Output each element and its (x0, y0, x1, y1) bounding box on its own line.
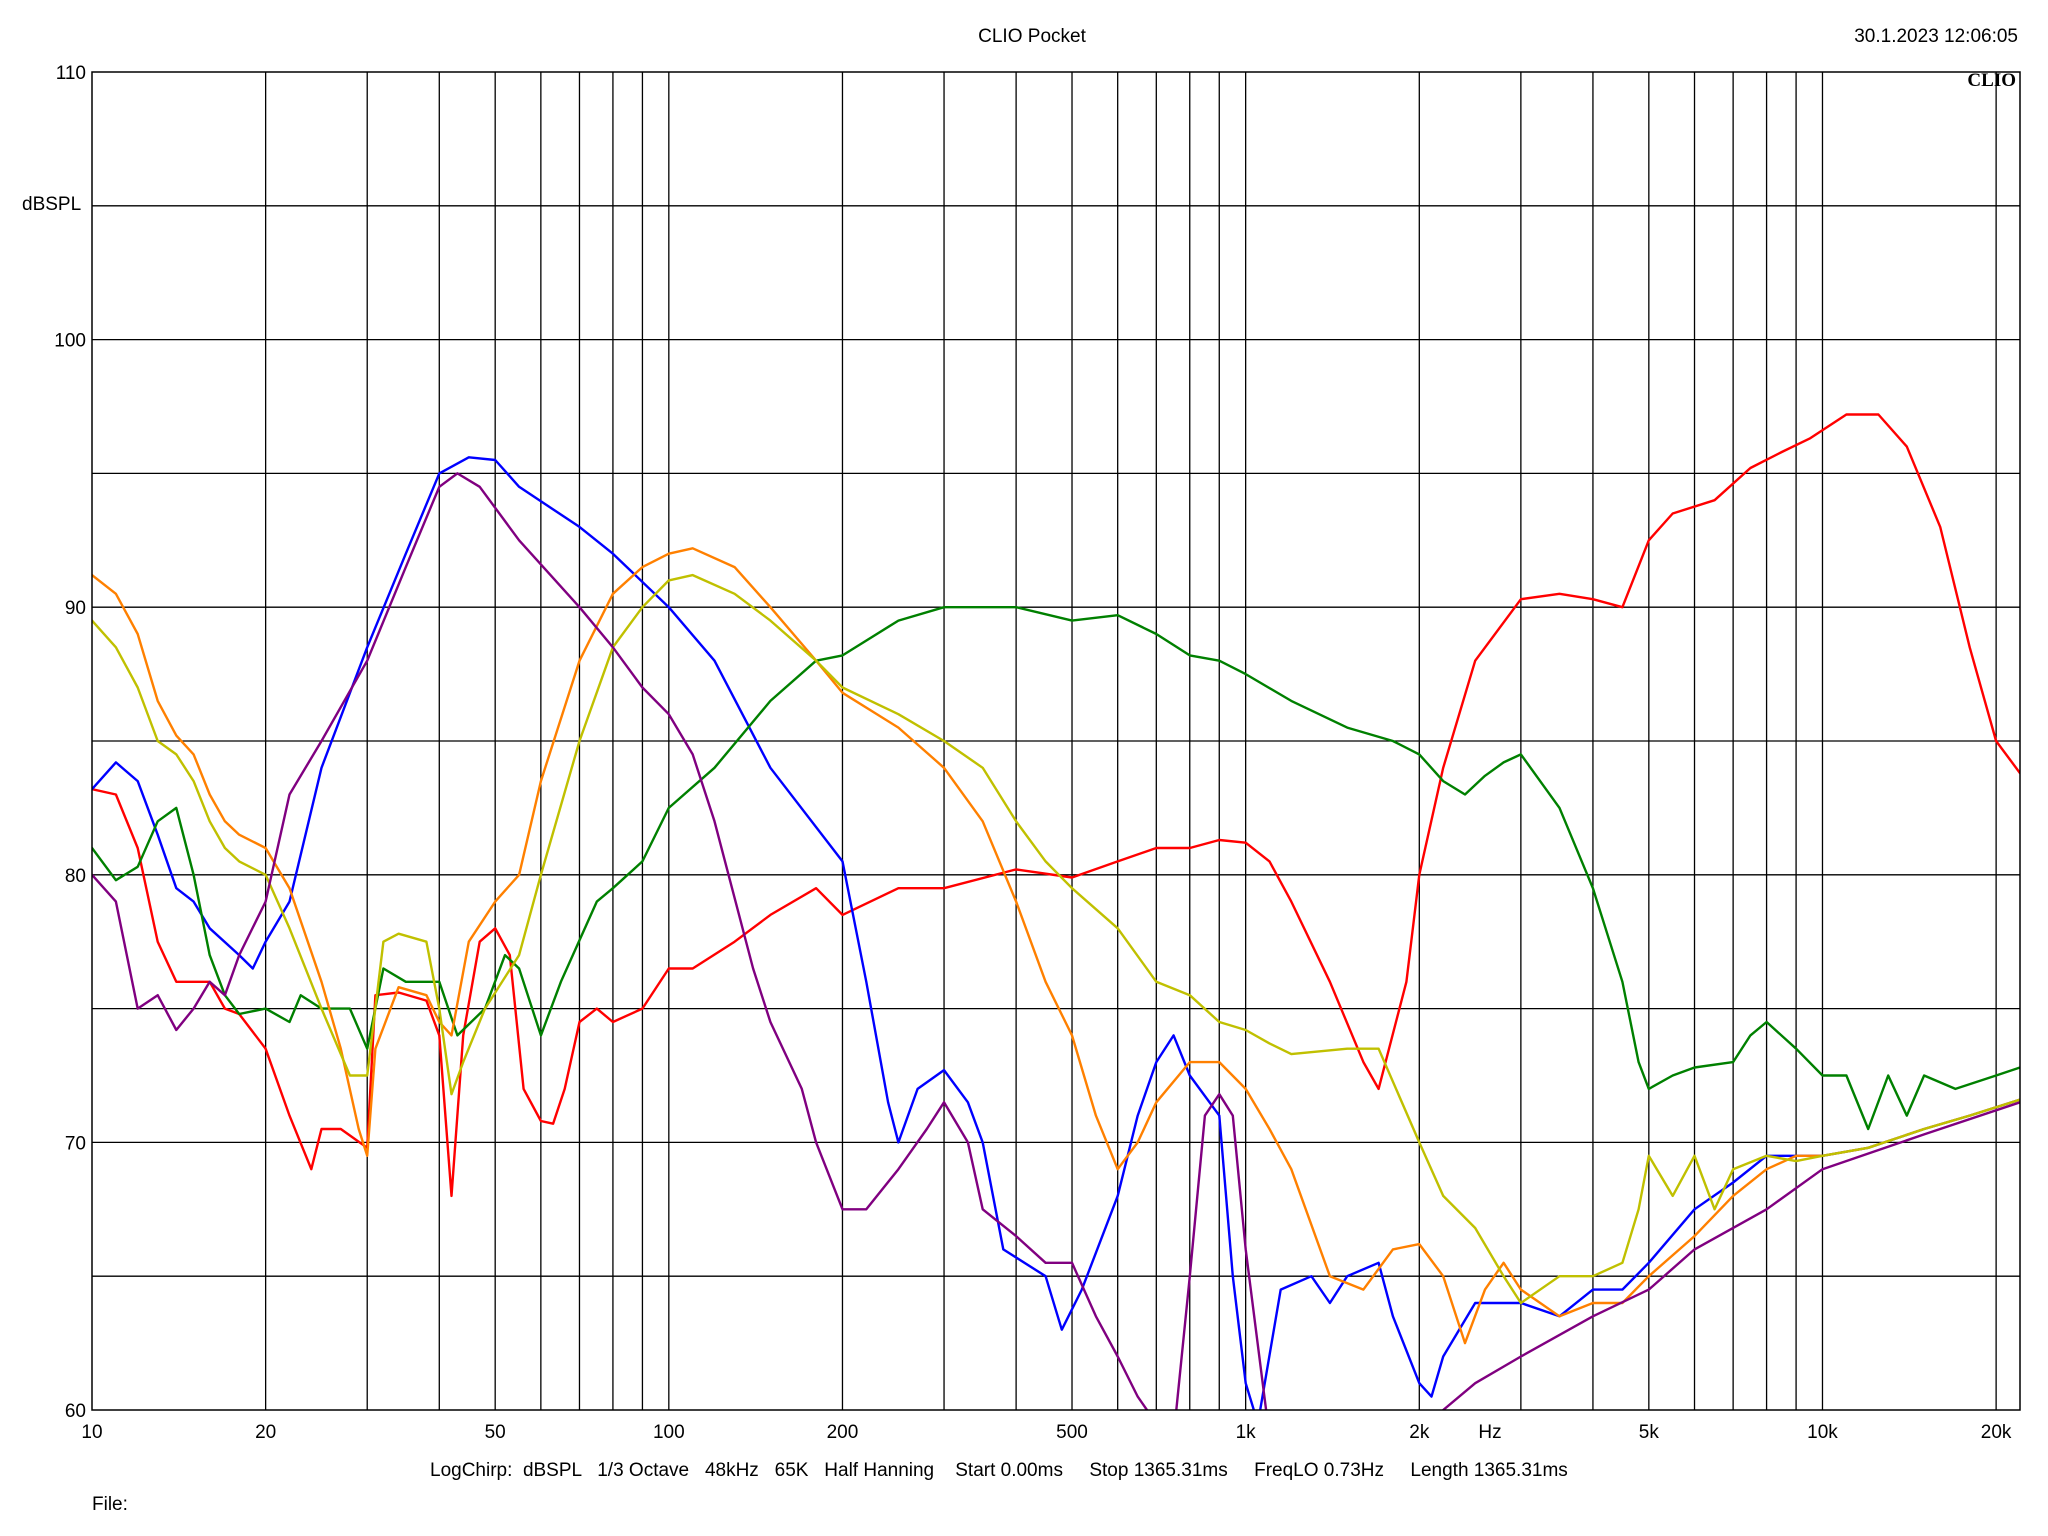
x-tick-label: 10k (1807, 1422, 1838, 1443)
x-tick-label: 20 (255, 1422, 276, 1443)
x-tick-label: 50 (485, 1422, 506, 1443)
response-curve (92, 606, 2020, 1131)
timestamp: 30.1.2023 12:06:05 (1854, 26, 2018, 47)
y-tick-label: 100 (54, 331, 86, 352)
response-curve (92, 413, 2020, 1198)
tick-labels: 10 20 50 100 200 500 1k 2k 5k 10k 20k 110 100 90 80 70 6… (54, 63, 2012, 1443)
clio-logo: CLIO (1967, 70, 2016, 91)
y-tick-label: 110 (56, 63, 86, 84)
y-axis-label: dBSPL (22, 194, 81, 215)
response-curve (92, 456, 2020, 1410)
plot-curves (92, 413, 2020, 1410)
x-tick-label: 2k (1409, 1422, 1430, 1443)
chart-title: CLIO Pocket (978, 26, 1086, 47)
grid (92, 72, 2020, 1410)
y-tick-label: 70 (65, 1133, 86, 1154)
x-tick-label: 1k (1236, 1422, 1257, 1443)
response-curve (92, 573, 2020, 1305)
x-axis-label: Hz (1478, 1422, 1501, 1443)
plot-frame (91, 71, 2021, 1411)
measurement-settings: LogChirp: dBSPL 1/3 Octave 48kHz 65K Hal… (430, 1460, 1568, 1481)
x-tick-label: 500 (1056, 1422, 1088, 1443)
y-tick-label: 90 (65, 598, 86, 619)
x-tick-label: 5k (1639, 1422, 1660, 1443)
response-curve (92, 547, 2020, 1345)
response-curve (92, 472, 2020, 1410)
y-tick-label: 60 (65, 1401, 86, 1422)
x-tick-label: 20k (1981, 1422, 2012, 1443)
x-tick-label: 10 (81, 1422, 102, 1443)
x-tick-label: 100 (653, 1422, 685, 1443)
x-tick-label: 200 (827, 1422, 859, 1443)
y-tick-label: 80 (65, 866, 86, 887)
file-label: File: (92, 1494, 128, 1515)
